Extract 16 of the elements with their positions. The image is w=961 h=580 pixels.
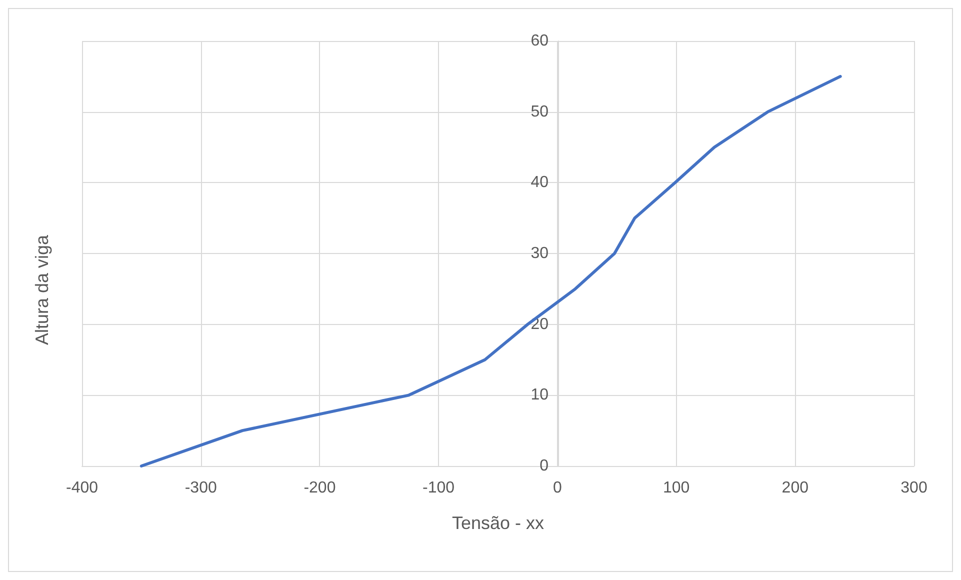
x-tick-label: 300 xyxy=(900,480,928,496)
x-axis-title: Tensão - xx xyxy=(452,513,544,533)
x-tick-label: -300 xyxy=(184,480,217,496)
x-tick-label: 0 xyxy=(552,480,562,496)
y-tick-label: 0 xyxy=(540,458,549,474)
y-tick-label: 60 xyxy=(530,32,549,50)
x-tick-label: -100 xyxy=(422,480,455,496)
y-tick-label: 50 xyxy=(530,103,549,120)
x-tick-label: 100 xyxy=(662,480,690,496)
x-tick-label: -400 xyxy=(66,480,98,496)
y-axis-title: Altura da viga xyxy=(32,234,52,346)
y-tick-label: 30 xyxy=(530,245,549,262)
x-tick-label: 200 xyxy=(782,480,809,496)
y-tick-label: 10 xyxy=(530,386,549,404)
y-tick-label: 40 xyxy=(530,174,549,192)
x-tick-label: -200 xyxy=(304,480,336,496)
